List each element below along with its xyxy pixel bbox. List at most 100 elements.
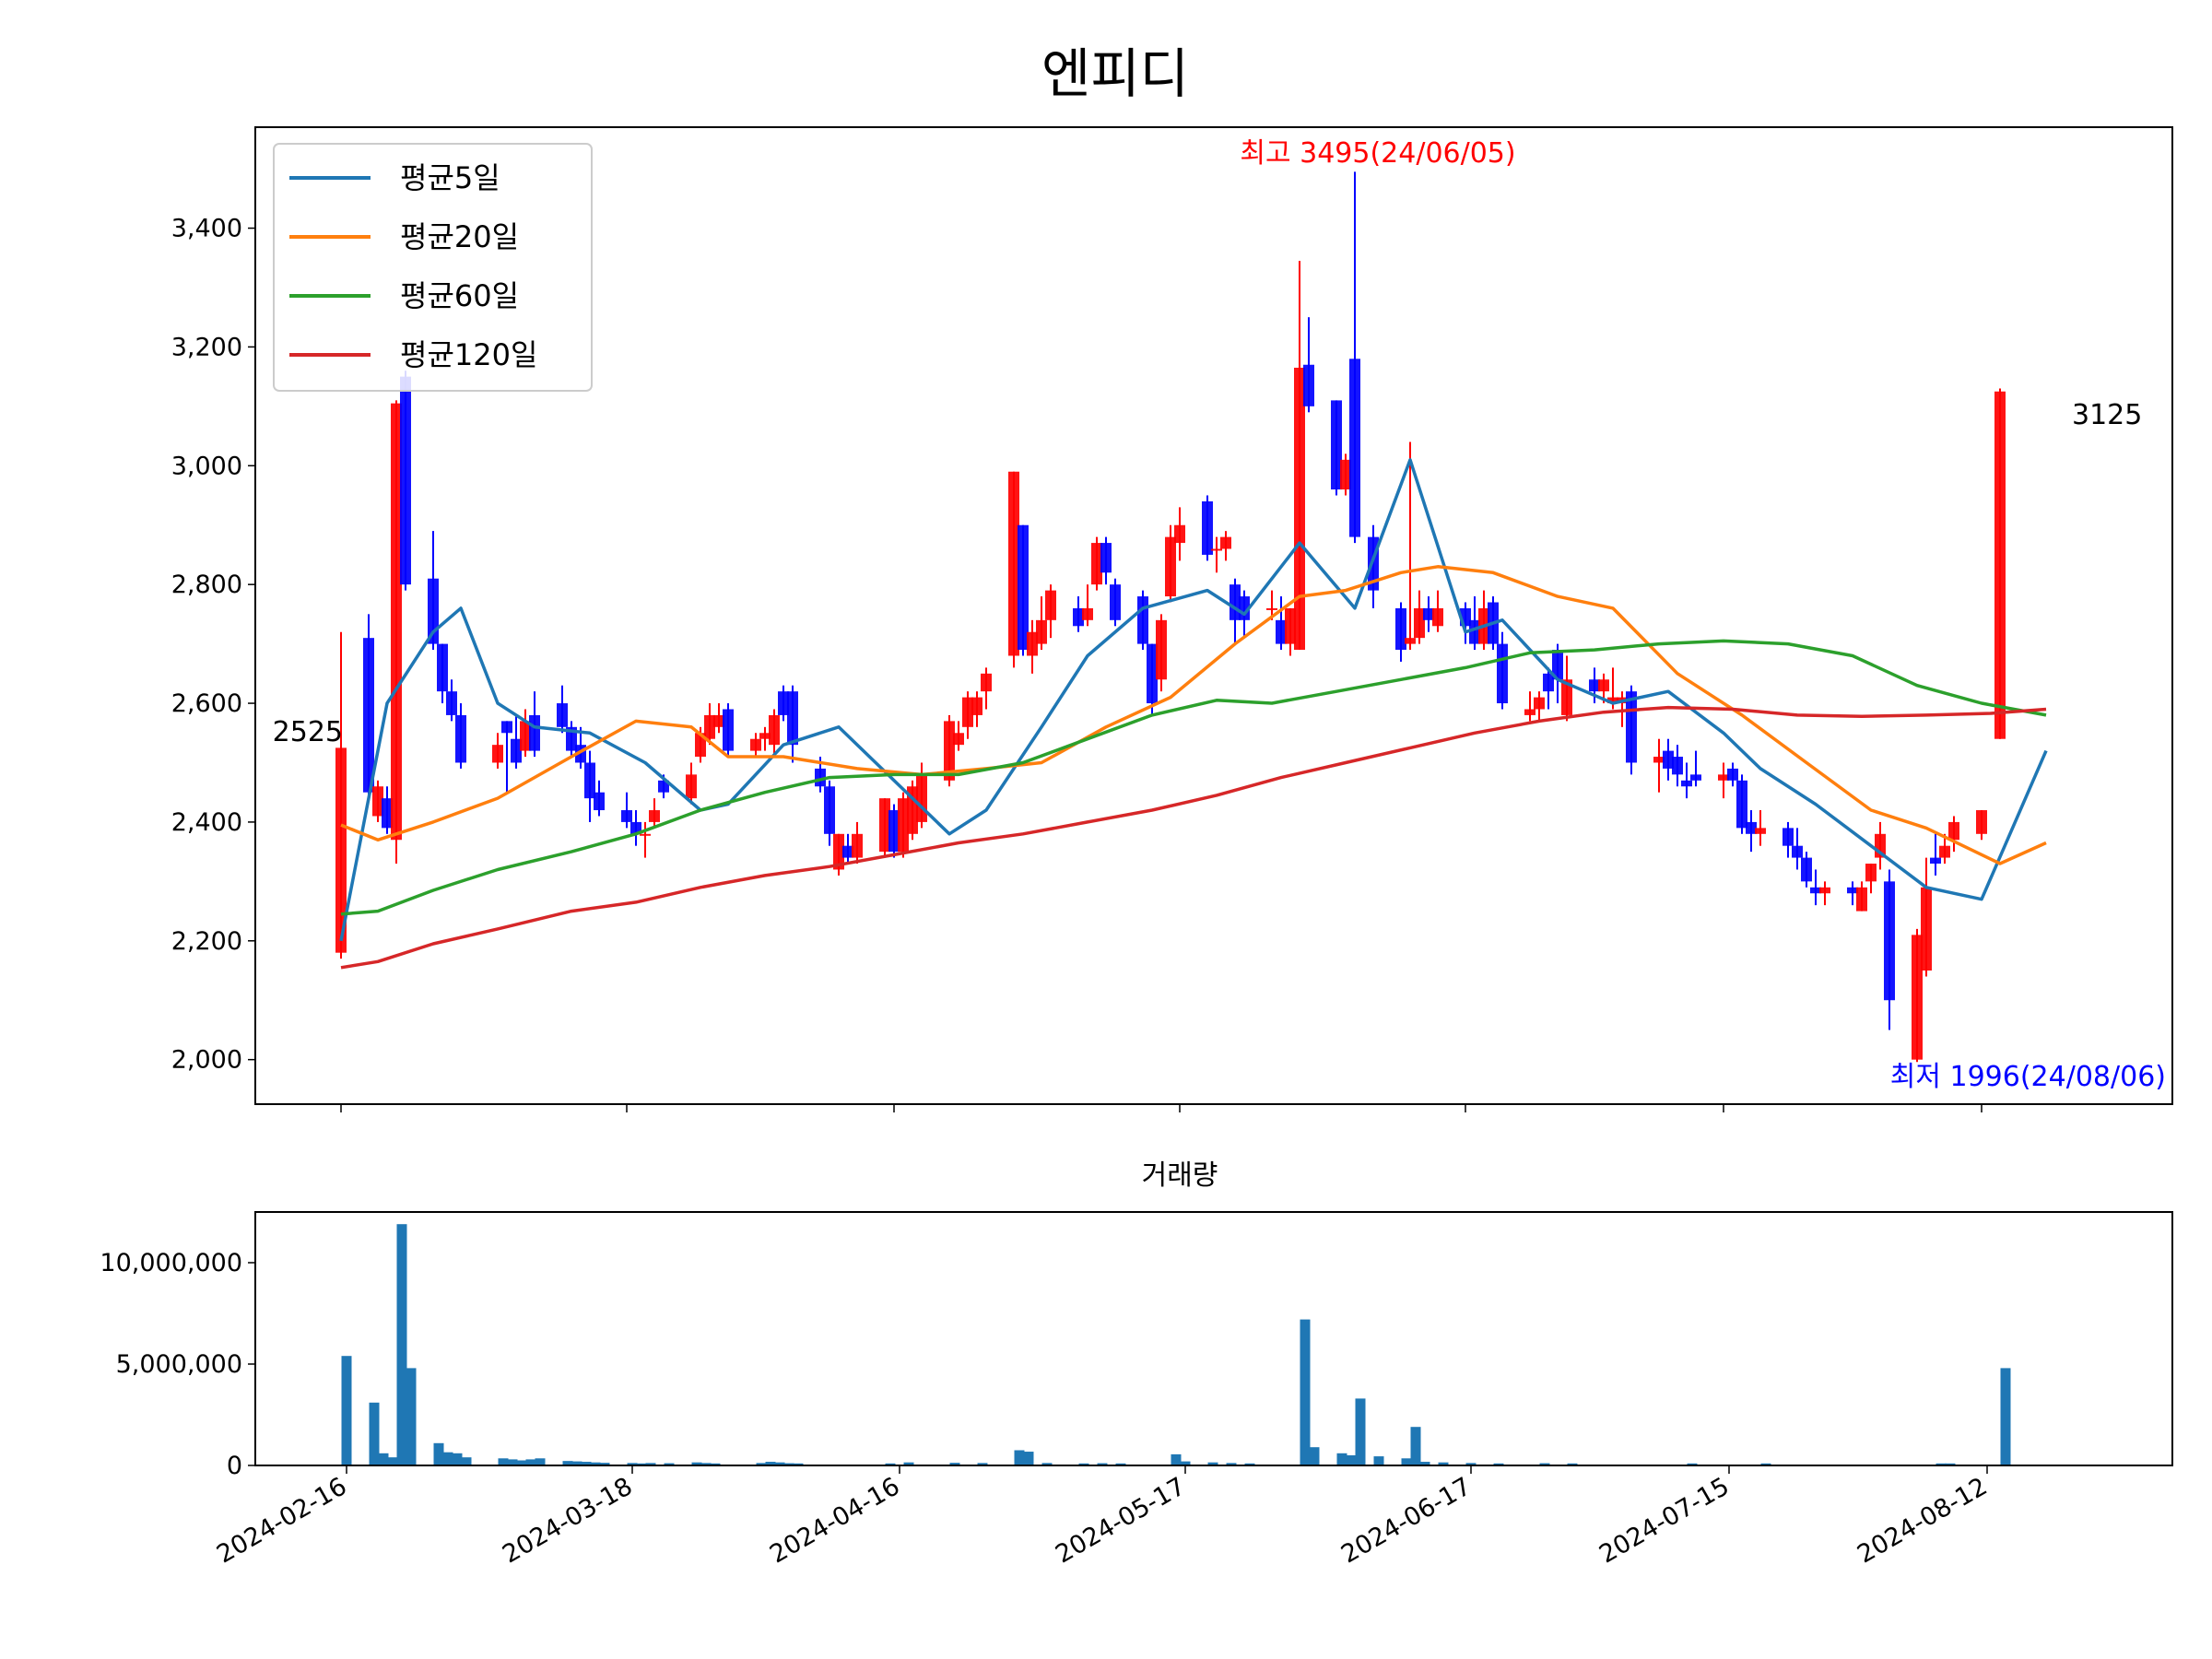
candle-body (1653, 757, 1665, 763)
candle-body (1930, 857, 1941, 865)
x-tick-label: 2024-06-17 (1336, 1472, 1476, 1569)
candle-body (1589, 679, 1600, 692)
volume-bar (1493, 1463, 1504, 1465)
candle-body (1736, 780, 1747, 829)
candle-body (1211, 548, 1222, 551)
volume-bar (433, 1442, 444, 1465)
candle-body (713, 714, 724, 727)
volume-bar (1078, 1463, 1089, 1465)
candle-body (1884, 881, 1895, 1001)
candle-body (511, 738, 522, 763)
candle-body (1783, 828, 1794, 846)
candle-body (1607, 697, 1618, 704)
candle-body (1340, 459, 1351, 490)
candle-body (1137, 596, 1148, 644)
price-axes-frame (254, 126, 2173, 1105)
candle-body (888, 810, 900, 853)
candle-body (529, 714, 540, 751)
candle-body (1792, 845, 1803, 858)
candle-body (833, 833, 844, 870)
candle-body (907, 786, 918, 834)
candle-body (1543, 673, 1554, 692)
ma-line-평균20일 (340, 565, 2047, 865)
volume-bar (783, 1463, 794, 1465)
volume-bar (627, 1463, 638, 1465)
volume-bar (1410, 1427, 1421, 1465)
volume-bar (525, 1459, 536, 1465)
candle-body (1921, 887, 1932, 971)
annotation-high: 최고 3495(24/06/05) (1240, 137, 1515, 170)
candle-body (446, 691, 457, 715)
volume-bar (756, 1463, 767, 1465)
x-tick-label: 2024-02-16 (212, 1472, 351, 1569)
candle-body (1008, 471, 1019, 656)
candle-body (1856, 887, 1867, 912)
candle-body (1598, 679, 1609, 692)
y-tick-label: 3,200 (171, 333, 242, 361)
candle-body (1414, 607, 1425, 639)
annotation-last-price: 3125 (2072, 399, 2142, 431)
candle-body (1948, 821, 1959, 841)
candle-body (1524, 709, 1535, 715)
volume-bar (1401, 1458, 1412, 1465)
volume-bar (1760, 1463, 1771, 1465)
candle-body (1303, 364, 1314, 406)
volume-bar (369, 1402, 380, 1465)
candle-body (455, 714, 466, 763)
vol-y-tick-label: 10,000,000 (100, 1249, 242, 1277)
volume-bar (1936, 1463, 1947, 1465)
candle-body (1994, 391, 2006, 739)
candle-body (1423, 607, 1434, 620)
volume-bar (1041, 1463, 1053, 1465)
candle-body (962, 697, 973, 727)
candle-body (335, 747, 347, 953)
volume-bar (378, 1453, 389, 1465)
volume-title: 거래량 (1142, 1159, 1218, 1192)
candle-body (852, 833, 863, 858)
candle-body (1266, 607, 1277, 610)
candle-body (1976, 810, 1987, 834)
y-tick-label: 2,600 (171, 689, 242, 718)
candle-body (584, 762, 595, 799)
volume-bar (1226, 1463, 1237, 1465)
candle-body (1727, 768, 1738, 781)
volume-bar (1945, 1463, 1956, 1465)
candle-body (492, 745, 503, 763)
legend-label: 평균20일 (400, 219, 519, 254)
volume-bar (498, 1458, 509, 1465)
volume-bar (1336, 1453, 1347, 1465)
volume-bar (1309, 1447, 1320, 1465)
candle-body (557, 703, 568, 727)
candle-body (1073, 607, 1084, 627)
candle-body (1912, 935, 1923, 1060)
candle-body (750, 738, 761, 751)
candle-body (1349, 359, 1360, 537)
volume-panel: 0 5,000,000 10,000,000 2024-02-16 2024-03-18… (100, 1211, 2173, 1570)
candle-body (649, 810, 660, 822)
candle-body (704, 714, 715, 739)
volume-bar (1115, 1463, 1126, 1465)
legend-box (273, 143, 593, 392)
candle-body (520, 721, 531, 751)
candle-body (372, 786, 383, 817)
y-tick-label: 3,400 (171, 215, 242, 243)
x-tick-label: 2024-05-17 (1051, 1472, 1190, 1569)
volume-bar (387, 1457, 398, 1465)
annotation-low: 최저 1996(24/08/06) (1890, 1061, 2166, 1093)
ma-line-평균60일 (340, 639, 2047, 916)
candle-body (787, 691, 798, 746)
candle-body (971, 697, 982, 715)
candle-body (1174, 524, 1185, 544)
price-plot-area (335, 171, 2048, 1063)
price-panel: 2,000 2,200 2,400 2,600 2,800 3,000 3,200 3,400… (171, 126, 2173, 1112)
candle-body (1718, 774, 1729, 781)
volume-bar (516, 1460, 527, 1465)
vol-y-tick-label: 0 (227, 1452, 242, 1480)
candle-body (1681, 780, 1692, 787)
candle-body (640, 833, 651, 836)
volume-bar (396, 1224, 407, 1465)
volume-bar (571, 1461, 582, 1465)
volume-bar (1180, 1461, 1191, 1465)
volume-bar (581, 1462, 592, 1465)
